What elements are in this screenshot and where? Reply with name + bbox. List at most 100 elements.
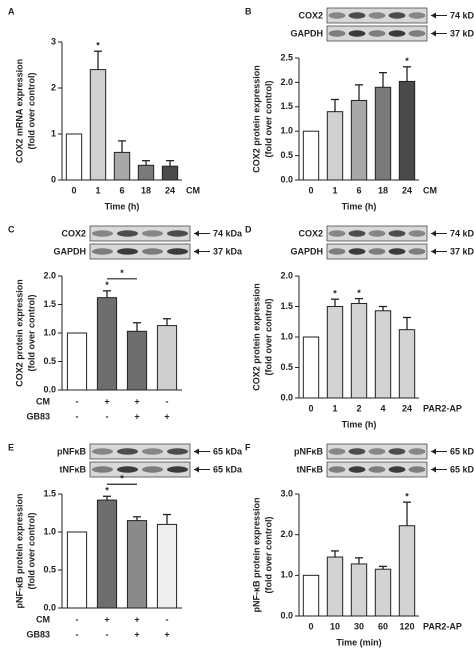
bar [89,69,107,181]
y-tick-label: 1.0 [280,126,293,136]
blot-band [142,248,163,255]
condition-sign: + [104,396,109,406]
condition-sign: - [76,629,79,639]
x-tick-label: 1 [332,403,337,413]
y-axis-label: COX2 protein expression [14,279,24,387]
blot-band [348,448,366,455]
blot-size: 74 kDa [450,10,474,20]
treatment-label: PAR2-AP [423,403,462,413]
y-tick-label: 1.5 [43,299,56,309]
condition-sign: + [164,411,169,421]
bar [326,306,344,399]
x-tick-label: 4 [380,403,385,413]
condition-sign: + [164,629,169,639]
condition-label: CM [36,396,50,406]
y-axis-label: (fold over control) [263,517,273,594]
y-axis-label: (fold over control) [263,81,273,158]
bar [113,151,131,181]
blot-band [142,230,163,237]
blot-size: 65 kDa [213,464,243,474]
y-axis-label: (fold over control) [26,295,36,372]
blot-band [348,466,366,473]
x-tick-label: 1 [95,185,100,195]
significance-label: * [405,56,409,66]
x-tick-label: 1 [332,185,337,195]
blot-band [328,248,346,255]
bar [326,556,344,617]
arrow-head [194,230,199,237]
y-tick-label: 0.0 [280,392,293,402]
blot-label: GAPDH [53,246,86,256]
y-axis-label: pNF-κB protein expression [14,493,24,608]
y-tick-label: 0.0 [280,610,293,620]
y-tick-label: 0.5 [280,362,293,372]
significance-label: * [96,41,100,51]
blot-band [408,12,426,19]
bar [302,130,320,181]
x-tick-label: 24 [165,185,175,195]
x-tick-label: 18 [141,185,151,195]
y-axis-label: COX2 protein expression [251,65,261,173]
y-tick-label: 0.0 [43,602,56,612]
treatment-label: PAR2-AP [423,621,462,631]
bar [126,520,148,609]
panel-letter: D [245,224,252,234]
blot-band [167,466,188,473]
blot-band [92,248,113,255]
blot-band [142,466,163,473]
bar [156,523,178,609]
blot-label: tNFκB [59,464,86,474]
condition-sign: - [76,614,79,624]
bar [350,99,368,181]
condition-sign: - [166,396,169,406]
arrow-head [194,466,199,473]
blot-size: 37 kDa [450,246,474,256]
arrow-head [431,248,436,255]
significance-label: * [405,492,409,502]
blot-label: tNFκB [296,464,323,474]
bar [126,330,148,391]
bar [326,111,344,181]
bar [398,329,416,399]
bar [96,499,118,609]
bar [161,165,179,181]
condition-sign: - [76,411,79,421]
y-tick-label: 1.5 [280,101,293,111]
condition-sign: + [134,629,139,639]
blot-band [328,30,346,37]
y-tick-label: 2.0 [280,77,293,87]
y-axis-label: pNF-κB protein expression [251,497,261,612]
blot-size: 65 kDa [213,446,243,456]
blot-band [117,230,138,237]
blot-band [408,230,426,237]
bar [302,574,320,617]
y-tick-label: 3.0 [280,488,293,498]
x-tick-label: 24 [402,403,412,413]
x-axis-label: Time (min) [336,637,381,647]
y-tick-label: 2.0 [280,270,293,280]
blot-band [348,12,366,19]
y-tick-label: 2 [51,82,56,92]
blot-band [328,466,346,473]
y-axis-label: (fold over control) [263,299,273,376]
x-axis-label: Time (h) [342,419,377,429]
y-tick-label: 0.5 [43,564,56,574]
blot-label: GAPDH [290,246,323,256]
blot-band [408,30,426,37]
x-tick-label: 0 [308,621,313,631]
blot-band [328,12,346,19]
blot-label: COX2 [298,228,323,238]
condition-label: GB83 [26,411,50,421]
treatment-label: CM [186,185,200,195]
blot-band [388,448,406,455]
blot-band [117,448,138,455]
blot-band [368,248,386,255]
condition-sign: + [104,614,109,624]
blot-band [117,466,138,473]
arrow-head [431,30,436,37]
significance-label: * [105,280,109,290]
blot-band [368,12,386,19]
blot-band [167,230,188,237]
x-tick-label: 0 [71,185,76,195]
y-tick-label: 1.0 [43,526,56,536]
